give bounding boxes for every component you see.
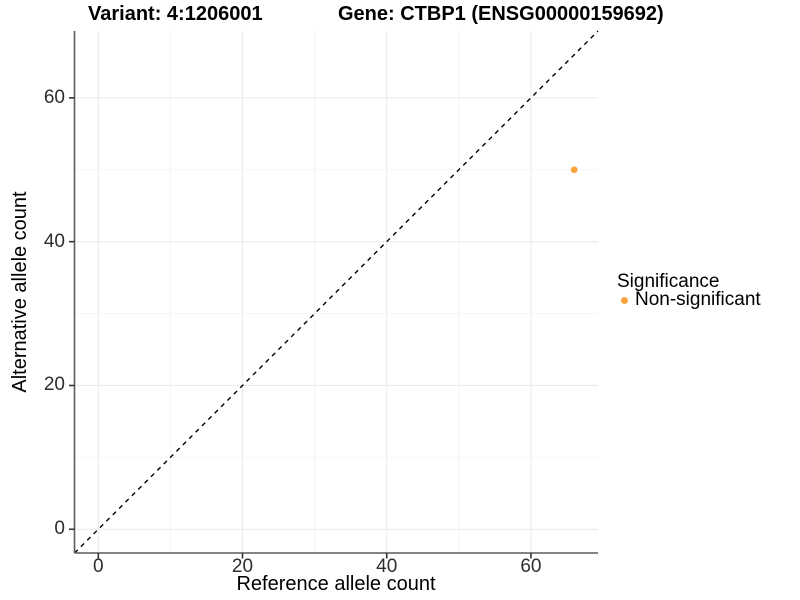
y-tick-label: 20: [43, 374, 65, 396]
x-axis-title: Reference allele count: [236, 573, 436, 595]
variant-title: Variant: 4:1206001: [88, 3, 263, 25]
legend-point-icon: [621, 296, 628, 304]
gene-title: Gene: CTBP1 (ENSG00000159692): [338, 3, 664, 25]
legend-entry-label: Non-significant: [635, 289, 761, 310]
identity-dashed-line: [74, 30, 599, 554]
legend-entry: Non-significant: [621, 289, 761, 311]
y-tick-label: 40: [43, 230, 65, 252]
data-point: [570, 166, 578, 174]
y-tick-label: 0: [54, 518, 65, 540]
x-tick-label: 40: [376, 556, 398, 577]
y-axis-title: Alternative allele count: [9, 191, 31, 393]
x-tick-label: 20: [231, 556, 254, 577]
y-tick-label: 60: [43, 86, 65, 108]
legend-title: Significance: [617, 271, 720, 292]
x-tick-label: 60: [520, 556, 542, 577]
x-tick-label: 0: [92, 556, 104, 577]
